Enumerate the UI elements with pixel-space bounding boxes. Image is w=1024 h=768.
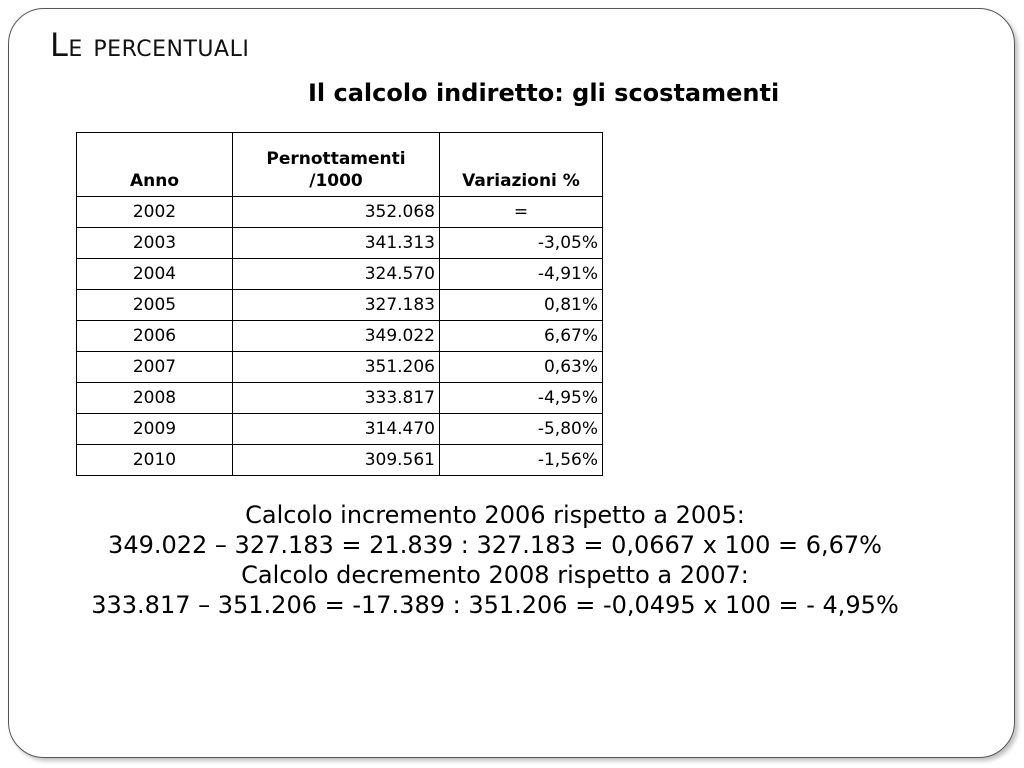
cell-pernottamenti: 327.183: [232, 289, 440, 321]
table-row: 2003 341.313 -3,05%: [76, 227, 603, 259]
increment-formula: 349.022 – 327.183 = 21.839 : 327.183 = 0…: [108, 531, 882, 559]
slide-title: Le percentuali: [50, 26, 250, 64]
cell-pernottamenti: 349.022: [232, 320, 440, 352]
cell-variazione: -5,80%: [439, 413, 603, 445]
table-row: 2006 349.022 6,67%: [76, 320, 603, 352]
cell-variazione: -4,95%: [439, 382, 603, 414]
data-table: Anno Pernottamenti /1000 Variazioni % 20…: [76, 132, 603, 476]
increment-title: Calcolo incremento 2006 rispetto a 2005:: [245, 501, 745, 529]
cell-anno: 2008: [76, 382, 233, 414]
header-pernottamenti-label: Pernottamenti /1000: [266, 149, 406, 191]
table-row: 2002 352.068 =: [76, 196, 603, 228]
table-row: 2007 351.206 0,63%: [76, 351, 603, 383]
slide-subtitle: Il calcolo indiretto: gli scostamenti: [308, 79, 780, 107]
cell-anno: 2006: [76, 320, 233, 352]
cell-pernottamenti: 352.068: [232, 196, 440, 228]
header-anno: Anno: [76, 132, 233, 197]
decrement-formula: 333.817 – 351.206 = -17.389 : 351.206 = …: [91, 591, 899, 619]
table-row: 2008 333.817 -4,95%: [76, 382, 603, 414]
cell-pernottamenti: 309.561: [232, 444, 440, 476]
cell-variazione: 0,63%: [439, 351, 603, 383]
cell-anno: 2003: [76, 227, 233, 259]
slide-frame: [8, 8, 1015, 758]
calculation-block: Calcolo incremento 2006 rispetto a 2005:…: [90, 500, 900, 620]
cell-variazione: 6,67%: [439, 320, 603, 352]
cell-variazione: -3,05%: [439, 227, 603, 259]
cell-pernottamenti: 314.470: [232, 413, 440, 445]
cell-variazione: -4,91%: [439, 258, 603, 290]
cell-variazione: 0,81%: [439, 289, 603, 321]
header-variazioni: Variazioni %: [439, 132, 603, 197]
cell-anno: 2010: [76, 444, 233, 476]
cell-variazione: =: [439, 196, 603, 228]
cell-anno: 2007: [76, 351, 233, 383]
cell-pernottamenti: 333.817: [232, 382, 440, 414]
table-row: 2004 324.570 -4,91%: [76, 258, 603, 290]
table-row: 2010 309.561 -1,56%: [76, 444, 603, 476]
cell-pernottamenti: 324.570: [232, 258, 440, 290]
cell-variazione: -1,56%: [439, 444, 603, 476]
cell-anno: 2005: [76, 289, 233, 321]
cell-anno: 2004: [76, 258, 233, 290]
table-row: 2005 327.183 0,81%: [76, 289, 603, 321]
header-pernottamenti: Pernottamenti /1000: [232, 132, 440, 197]
table-header-row: Anno Pernottamenti /1000 Variazioni %: [76, 132, 603, 197]
cell-pernottamenti: 351.206: [232, 351, 440, 383]
decrement-title: Calcolo decremento 2008 rispetto a 2007:: [241, 561, 749, 589]
table-row: 2009 314.470 -5,80%: [76, 413, 603, 445]
cell-anno: 2002: [76, 196, 233, 228]
cell-anno: 2009: [76, 413, 233, 445]
cell-pernottamenti: 341.313: [232, 227, 440, 259]
